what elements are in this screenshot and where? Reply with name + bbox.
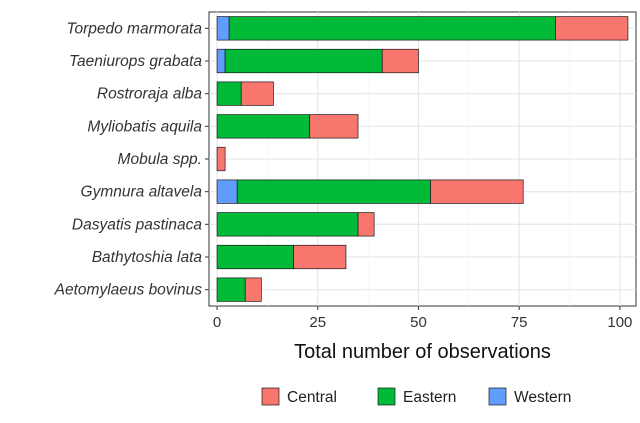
bar-segment-eastern xyxy=(216,277,246,302)
category-label: Dasyatis pastinaca xyxy=(72,216,202,233)
x-tick-label: 75 xyxy=(511,314,528,331)
legend-label: Central xyxy=(287,389,337,406)
bar-segment-eastern xyxy=(216,114,311,139)
legend-key-central xyxy=(261,387,280,406)
bar-segment-central xyxy=(357,212,375,237)
legend-key-western xyxy=(488,387,507,406)
bar-segment-western xyxy=(216,16,230,41)
bar-segment-eastern xyxy=(224,48,383,74)
x-tick-label: 50 xyxy=(410,314,427,331)
bars-layer xyxy=(216,16,629,302)
x-tick-label: 100 xyxy=(607,314,632,331)
bar-segment-eastern xyxy=(216,81,242,106)
legend-label: Western xyxy=(514,389,571,406)
legend-label: Eastern xyxy=(403,389,456,406)
y-axis: Torpedo marmorata Taeniurops grabata Rostr… xyxy=(54,20,209,299)
category-label: Gymnura altavela xyxy=(81,184,203,201)
category-label: Aetomylaeus bovinus xyxy=(54,282,203,299)
x-axis-title: Total number of observations xyxy=(294,341,551,363)
category-label: Rostroraja alba xyxy=(97,86,202,103)
bar-segment-eastern xyxy=(228,16,556,41)
bar-segment-western xyxy=(216,179,238,204)
bar-segment-central xyxy=(430,179,524,204)
bar-segment-eastern xyxy=(216,244,294,270)
category-label: Torpedo marmorata xyxy=(66,20,202,37)
bar-segment-central xyxy=(240,81,274,106)
x-tick-label: 0 xyxy=(213,314,221,331)
bar-segment-eastern xyxy=(236,179,431,204)
category-label: Taeniurops grabata xyxy=(69,53,202,70)
category-label: Bathytoshia lata xyxy=(92,249,203,266)
bar-segment-central xyxy=(381,48,419,74)
category-label: Mobula spp. xyxy=(118,151,202,168)
bar-segment-central xyxy=(244,277,262,302)
bar-segment-western xyxy=(216,48,226,74)
bar-segment-central xyxy=(216,146,226,172)
x-tick-label: 25 xyxy=(309,314,326,331)
bar-segment-central xyxy=(555,16,629,41)
x-axis: 0 25 50 75 100 xyxy=(213,306,632,331)
legend-key-eastern xyxy=(377,387,396,406)
legend: Central Eastern Western xyxy=(261,387,571,406)
bar-segment-eastern xyxy=(216,212,359,237)
bar-segment-central xyxy=(309,114,359,139)
bar-segment-central xyxy=(293,244,347,270)
category-label: Myliobatis aquila xyxy=(87,118,202,135)
